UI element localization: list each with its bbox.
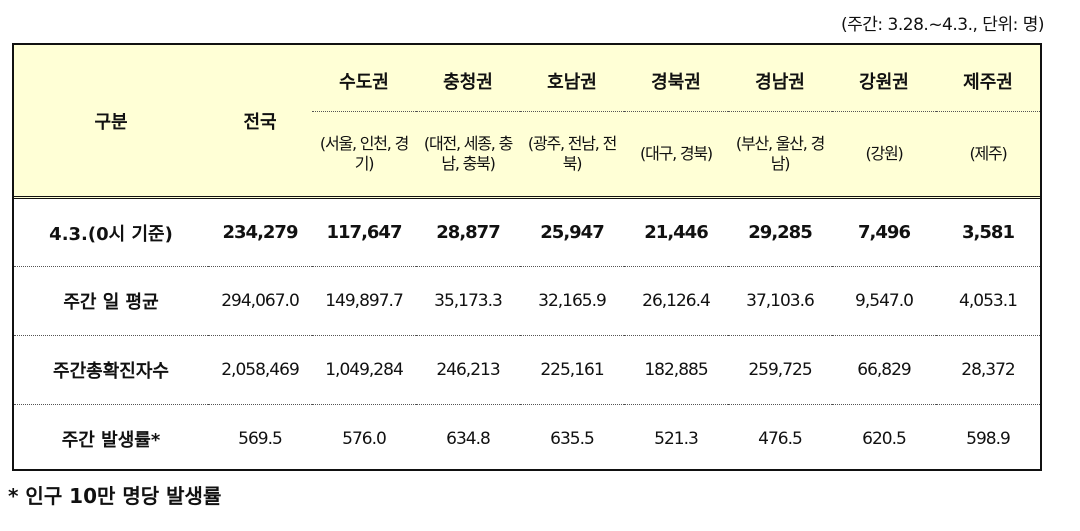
table-cell: 28,372 (936, 335, 1040, 405)
header-region-sub: (광주, 전남, 전북) (520, 111, 624, 198)
table-row: 4.3.(0시 기준) 234,279 117,647 28,877 25,94… (14, 198, 1040, 267)
table-cell: 149,897.7 (312, 266, 416, 336)
header-region-sub: (서울, 인천, 경기) (312, 111, 416, 198)
header-region-name: 경남권 (728, 45, 832, 112)
table-row: 주간총확진자수 2,058,469 1,049,284 246,213 225,… (14, 335, 1040, 405)
row-label: 주간 발생률* (14, 404, 208, 474)
header-region-name: 충청권 (416, 45, 520, 112)
header-region-sub: (부산, 울산, 경남) (728, 111, 832, 198)
table-cell: 259,725 (728, 335, 832, 405)
footnote: * 인구 10만 명당 발생률 (8, 484, 222, 508)
header-region-name: 호남권 (520, 45, 624, 112)
row-label: 4.3.(0시 기준) (49, 223, 173, 245)
header-region-sub: (강원) (832, 111, 936, 198)
table-cell: 182,885 (624, 335, 728, 405)
table-cell: 634.8 (416, 404, 520, 474)
table-cell: 117,647 (326, 222, 403, 243)
table-cell: 576.0 (312, 404, 416, 474)
table-cell: 4,053.1 (936, 266, 1040, 336)
header-region-name: 경북권 (624, 45, 728, 112)
regional-cases-table: 구분 전국 수도권 충청권 호남권 경북권 경남권 강원권 제주권 (서울, 인… (12, 43, 1042, 474)
table-cell: 598.9 (936, 404, 1040, 474)
table-cell: 521.3 (624, 404, 728, 474)
header-national: 전국 (208, 45, 312, 198)
row-label: 주간총확진자수 (14, 335, 208, 405)
table-cell: 1,049,284 (312, 335, 416, 405)
table-cell: 35,173.3 (416, 266, 520, 336)
table-cell: 234,279 (222, 222, 299, 243)
table-cell: 28,877 (436, 222, 500, 243)
table-cell: 37,103.6 (728, 266, 832, 336)
table-cell: 21,446 (644, 222, 708, 243)
table-cell: 25,947 (540, 222, 604, 243)
table-row: 주간 일 평균 294,067.0 149,897.7 35,173.3 32,… (14, 266, 1040, 336)
table-cell: 26,126.4 (624, 266, 728, 336)
table-cell: 635.5 (520, 404, 624, 474)
header-region-sub: (제주) (936, 111, 1040, 198)
header-category: 구분 (14, 45, 208, 198)
table-cell: 3,581 (962, 222, 1015, 243)
table-cell: 294,067.0 (208, 266, 312, 336)
header-region-name: 제주권 (936, 45, 1040, 112)
table-cell: 225,161 (520, 335, 624, 405)
table-cell: 569.5 (208, 404, 312, 474)
table-cell: 66,829 (832, 335, 936, 405)
table-cell: 7,496 (858, 222, 911, 243)
header-region-sub: (대구, 경북) (624, 111, 728, 198)
header-region-name: 수도권 (312, 45, 416, 112)
table-row: 주간 발생률* 569.5 576.0 634.8 635.5 521.3 47… (14, 404, 1040, 474)
header-region-sub: (대전, 세종, 충남, 충북) (416, 111, 520, 198)
table-cell: 620.5 (832, 404, 936, 474)
table-cell: 246,213 (416, 335, 520, 405)
row-label: 주간 일 평균 (14, 266, 208, 336)
table-cell: 29,285 (748, 222, 812, 243)
table-cell: 32,165.9 (520, 266, 624, 336)
unit-caption: (주간: 3.28.~4.3., 단위: 명) (841, 15, 1044, 35)
header-region-name: 강원권 (832, 45, 936, 112)
table-cell: 2,058,469 (208, 335, 312, 405)
table-cell: 476.5 (728, 404, 832, 474)
table-cell: 9,547.0 (832, 266, 936, 336)
